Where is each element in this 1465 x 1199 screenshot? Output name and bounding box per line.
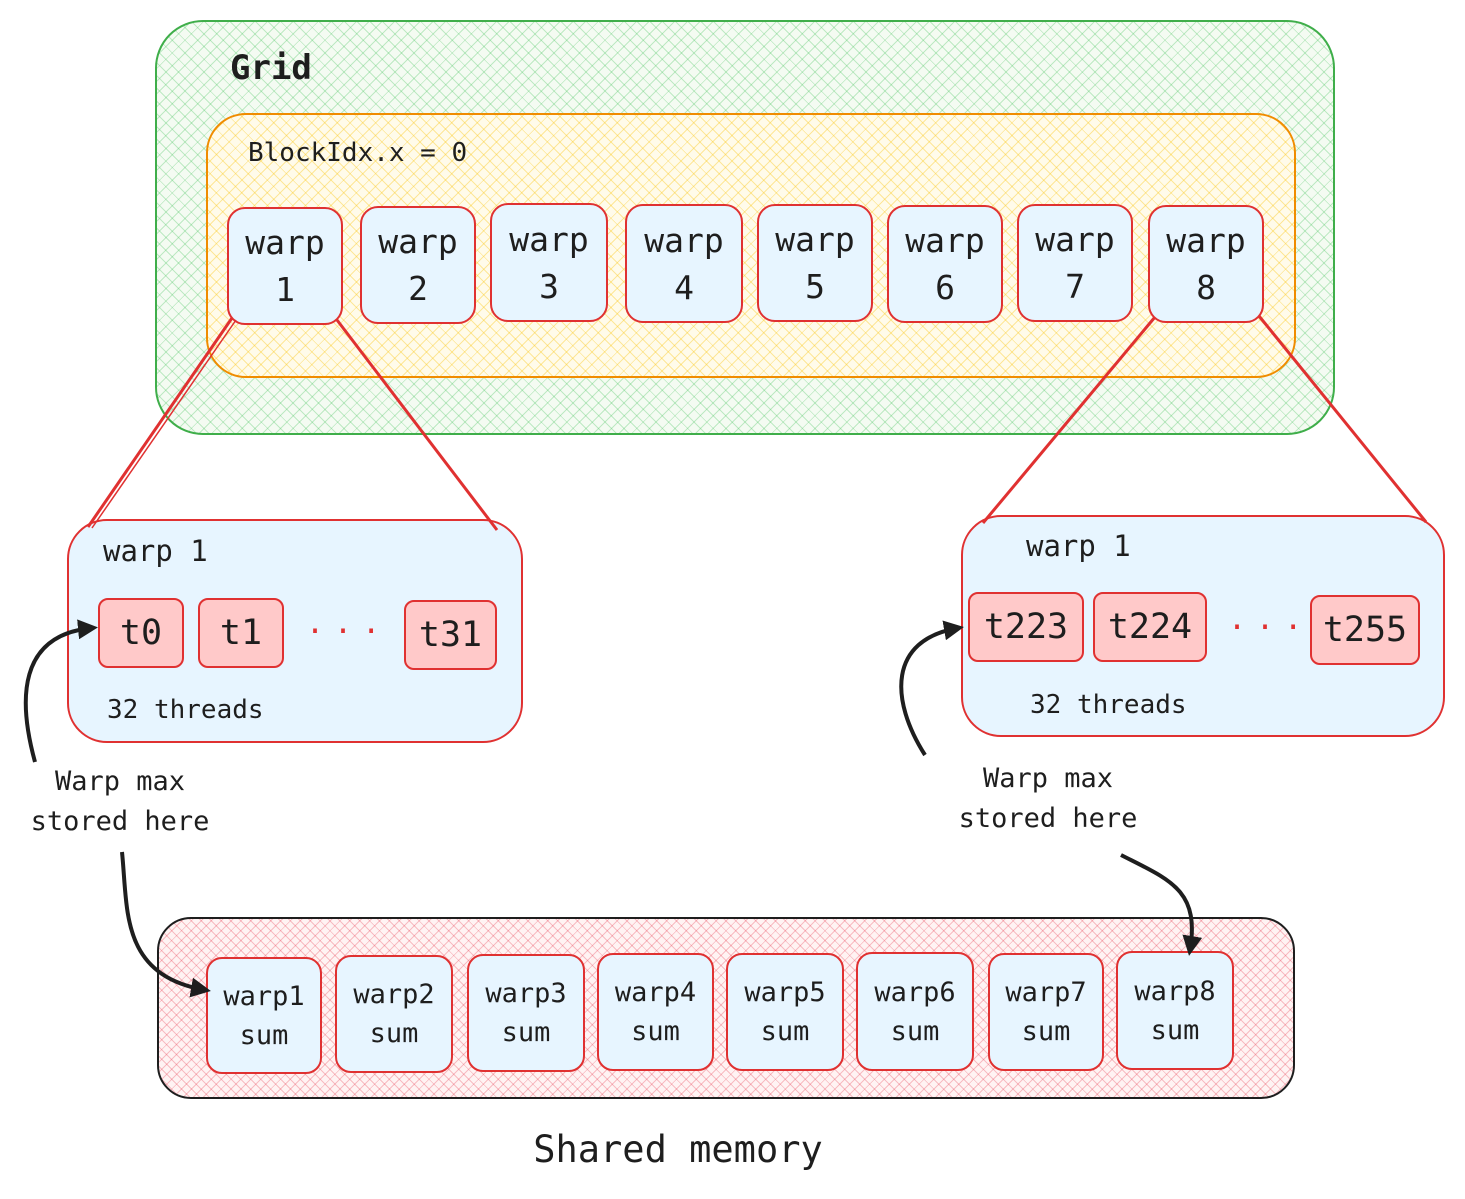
thread-cell: t255 bbox=[1310, 595, 1420, 665]
zoom-line-right-b bbox=[1257, 315, 1428, 523]
note-line: Warp max bbox=[982, 763, 1114, 794]
thread-count: 32 threads bbox=[1030, 690, 1187, 720]
warp-number: 7 bbox=[1065, 267, 1085, 306]
thread-cell: t31 bbox=[404, 600, 497, 670]
warp-number: 1 bbox=[275, 270, 295, 309]
block-warp: warp 3 bbox=[490, 203, 608, 322]
thread-ellipsis: ... bbox=[1228, 602, 1313, 637]
block-label: BlockIdx.x = 0 bbox=[248, 138, 468, 168]
thread-cell: t0 bbox=[98, 598, 184, 668]
note-line: stored here bbox=[30, 806, 210, 837]
note-line: stored here bbox=[958, 803, 1138, 834]
block-warp: warp 6 bbox=[887, 205, 1003, 323]
grid-label: Grid bbox=[230, 48, 312, 88]
zoom-line-left-a2 bbox=[91, 319, 237, 529]
arrow-icon bbox=[1120, 853, 1203, 956]
warp-number: 8 bbox=[1196, 268, 1216, 307]
block-warp: warp 8 bbox=[1148, 205, 1264, 323]
slot-name: warp7 bbox=[1005, 977, 1087, 1008]
shared-slot: warp3 sum bbox=[467, 954, 585, 1072]
block-warp: warp 1 bbox=[227, 207, 343, 325]
thread-ellipsis: ... bbox=[306, 606, 391, 641]
slot-sub: sum bbox=[369, 1018, 419, 1049]
warp-number: 3 bbox=[539, 266, 559, 306]
shared-slot: warp1 sum bbox=[206, 957, 322, 1074]
shared-slot: warp2 sum bbox=[335, 955, 453, 1073]
warp-number: 4 bbox=[674, 267, 694, 307]
block-warp: warp 7 bbox=[1017, 204, 1133, 322]
warp-number: 2 bbox=[408, 269, 428, 308]
warp-word: warp bbox=[1035, 220, 1115, 259]
shared-memory-label: Shared memory bbox=[533, 1128, 823, 1171]
thread-count: 32 threads bbox=[107, 695, 264, 725]
warp-max-note-right: Warp max stored here bbox=[948, 759, 1148, 839]
warp-detail-right-title: warp 1 bbox=[1026, 529, 1131, 563]
zoom-line-right-a bbox=[981, 316, 1157, 524]
warp-detail-left-title: warp 1 bbox=[103, 534, 208, 568]
block-warp: warp 5 bbox=[757, 204, 873, 322]
warp-max-note-left: Warp max stored here bbox=[20, 762, 220, 842]
warp-number: 6 bbox=[935, 268, 955, 307]
slot-name: warp8 bbox=[1134, 975, 1216, 1007]
slot-name: warp1 bbox=[223, 980, 305, 1012]
slot-sub: sum bbox=[760, 1016, 810, 1047]
slot-name: warp5 bbox=[744, 977, 826, 1008]
slot-name: warp6 bbox=[874, 976, 956, 1008]
shared-slot: warp5 sum bbox=[726, 953, 844, 1071]
slot-sub: sum bbox=[1150, 1014, 1200, 1046]
zoom-line-left-a bbox=[86, 317, 234, 528]
warp-number: 5 bbox=[805, 267, 825, 306]
slot-name: warp4 bbox=[614, 977, 697, 1008]
slot-sub: sum bbox=[501, 1017, 551, 1048]
slot-sub: sum bbox=[890, 1015, 940, 1047]
thread-cell: t224 bbox=[1093, 592, 1207, 662]
warp-word: warp bbox=[644, 220, 724, 260]
shared-slot: warp6 sum bbox=[856, 952, 974, 1071]
arrow-icon bbox=[899, 620, 964, 757]
block-warp: warp 4 bbox=[625, 204, 743, 323]
slot-name: warp2 bbox=[353, 979, 435, 1010]
zoom-line-left-b bbox=[335, 319, 499, 531]
warp-word: warp bbox=[905, 221, 985, 260]
slot-sub: sum bbox=[239, 1019, 289, 1051]
note-line: Warp max bbox=[54, 766, 186, 797]
shared-slot: warp4 sum bbox=[597, 953, 714, 1071]
warp-word: warp bbox=[378, 222, 458, 261]
slot-name: warp3 bbox=[485, 978, 567, 1009]
thread-cell: t1 bbox=[198, 598, 284, 668]
thread-cell: t223 bbox=[968, 592, 1084, 662]
slot-sub: sum bbox=[631, 1016, 680, 1047]
block-warp: warp 2 bbox=[360, 206, 476, 324]
warp-word: warp bbox=[245, 223, 325, 262]
arrow-icon bbox=[23, 619, 98, 763]
arrow-icon bbox=[120, 851, 211, 998]
warp-word: warp bbox=[1166, 221, 1246, 260]
shared-slot: warp7 sum bbox=[988, 953, 1104, 1071]
warp-word: warp bbox=[509, 219, 589, 259]
slot-sub: sum bbox=[1021, 1016, 1071, 1047]
warp-word: warp bbox=[775, 220, 855, 259]
shared-slot: warp8 sum bbox=[1116, 951, 1234, 1070]
